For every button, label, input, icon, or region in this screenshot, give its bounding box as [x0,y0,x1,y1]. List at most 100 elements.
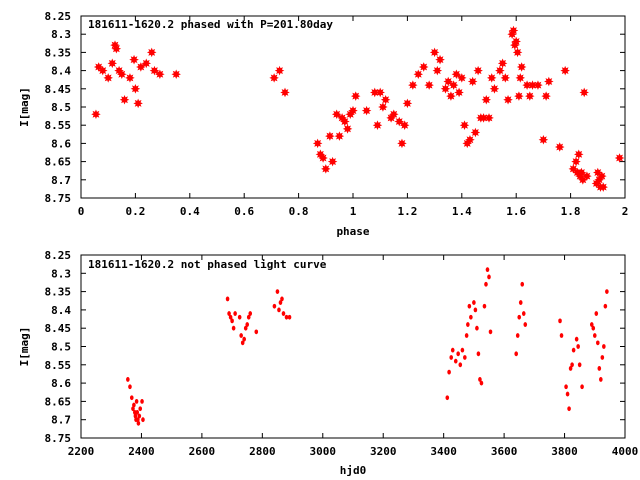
data-point [117,69,127,80]
data-point [592,333,597,338]
data-point [559,333,564,338]
data-point [580,384,584,390]
data-point [475,325,479,331]
data-point [171,69,181,80]
data-point [485,267,490,273]
data-point [600,355,605,360]
x-tick-label: 1.8 [561,205,581,218]
data-point [318,153,328,163]
y-tick-label: 8.5 [51,341,71,354]
y-tick-label: 8.7 [51,414,71,427]
data-point [582,171,592,181]
y-tick-label: 8.6 [51,137,71,150]
x-tick-label: 0.2 [125,205,145,218]
data-point [446,91,456,101]
x-tick-label: 0.8 [289,205,309,218]
y-tick-label: 8.75 [45,432,72,445]
data-point [272,303,277,309]
data-point [340,116,350,127]
data-point [467,303,472,309]
data-point [287,314,292,320]
y-tick-label: 8.4 [51,304,71,317]
x-tick-label: 2400 [128,445,155,458]
data-point [225,296,230,302]
data-point [486,73,497,83]
data-point [269,73,279,83]
y-tick-label: 8.25 [45,10,72,23]
data-point [111,43,122,54]
data-point [484,281,488,287]
panel-title: 181611-1620.2 not phased light curve [88,258,327,271]
y-tick-label: 8.7 [51,174,71,187]
data-point [447,369,451,375]
y-tick-label: 8.4 [51,65,71,78]
data-point [135,409,140,415]
data-point [478,377,482,382]
data-point [126,377,130,382]
data-point [484,113,494,123]
data-point [605,289,609,294]
plot-frame [80,254,626,439]
x-tick-label: 3000 [310,445,337,458]
data-point [527,80,538,90]
data-point [413,69,424,80]
data-point [449,355,454,360]
data-point [515,73,526,83]
data-point [378,102,388,112]
data-point [103,73,113,83]
data-point [520,281,525,287]
data-point [497,58,508,69]
data-point [277,307,281,313]
data-point [228,314,233,320]
data-point [278,300,283,305]
data-point [443,76,453,87]
data-point [231,325,236,331]
data-point [394,116,405,127]
data-point [482,303,487,309]
data-point [470,127,481,138]
data-point [448,80,459,90]
data-point [597,171,607,181]
data-point [487,274,491,280]
data-point [445,395,450,401]
y-tick-label: 8.65 [45,395,72,408]
data-point [577,362,582,368]
x-tick-label: 4000 [612,445,639,458]
y-tick-label: 8.65 [45,156,72,169]
data-point [375,87,385,98]
data-point [503,94,513,105]
y-tick-label: 8.6 [51,377,71,390]
data-point [138,406,143,412]
data-point [380,94,391,105]
data-point [500,73,511,83]
data-point [334,131,345,141]
data-point [418,62,429,72]
x-tick-label: 1.4 [452,205,472,218]
data-point [237,314,242,320]
y-tick-label: 8.35 [45,46,72,59]
data-point [456,351,460,357]
y-tick-label: 8.5 [51,101,71,114]
y-tick-label: 8.75 [45,192,72,205]
data-point [579,87,589,98]
data-point [130,84,141,94]
data-point [518,300,523,305]
data-point [133,413,138,419]
data-point [131,406,135,412]
data-point [614,153,625,163]
data-point [598,182,609,192]
x-tick-label: 2800 [249,445,276,458]
data-point [521,311,526,316]
data-point [479,380,484,386]
data-point [533,80,543,90]
data-point [155,69,165,80]
data-point [331,109,342,120]
data-point [325,131,335,141]
y-tick-label: 8.35 [45,286,72,299]
data-point [129,54,139,65]
x-axis-label: hjd0 [340,464,367,477]
data-point [450,347,455,353]
data-point [476,351,481,357]
data-point [280,87,290,98]
